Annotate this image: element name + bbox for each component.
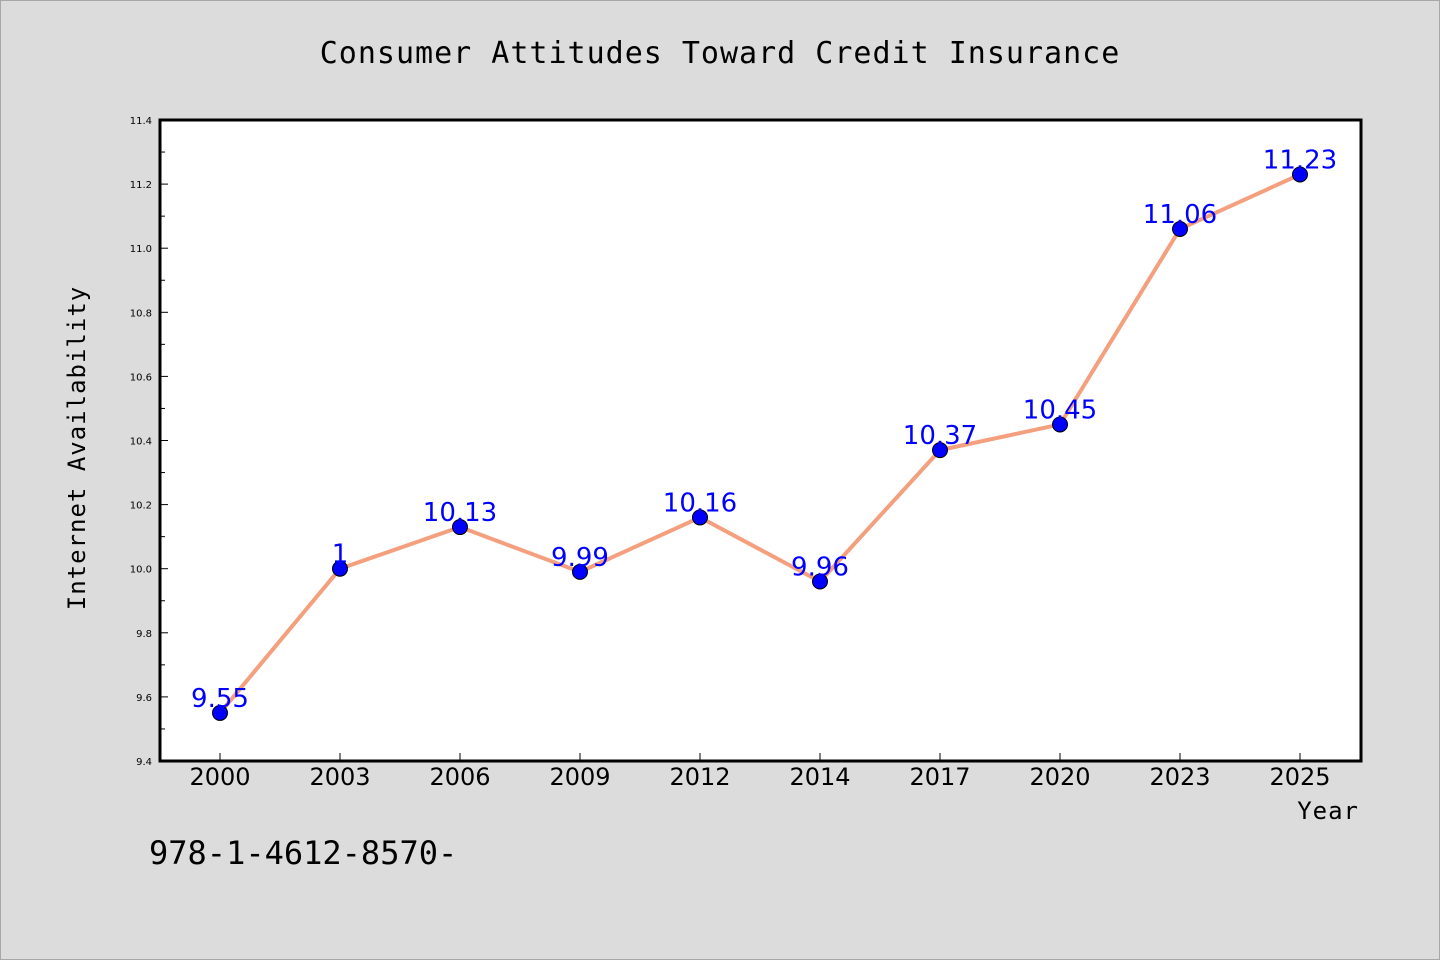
x-tick-label: 2017 bbox=[909, 763, 970, 791]
series-layer: 9.55 1 10.13 9.99 10.16 9.96 10.37 10.45 11.06 11… bbox=[191, 145, 1337, 721]
data-point-label: 9.96 bbox=[791, 553, 849, 583]
x-tick-label: 2012 bbox=[669, 763, 730, 791]
y-tick-label: 11.0 bbox=[130, 244, 152, 255]
data-point-marker bbox=[1172, 220, 1188, 237]
x-tick-label: 2000 bbox=[189, 763, 250, 791]
y-axis: 9.4 9.6 9.8 10.0 10.2 10.4 10.6 10.8 11.0 11.2 11.… bbox=[130, 116, 168, 768]
data-point-marker bbox=[332, 560, 348, 577]
x-tick-label: 2003 bbox=[309, 763, 370, 791]
chart-title: Consumer Attitudes Toward Credit Insuran… bbox=[320, 36, 1121, 71]
data-point-label: 10.13 bbox=[423, 498, 497, 528]
y-tick-label: 10.4 bbox=[130, 437, 152, 448]
data-point-marker bbox=[932, 442, 948, 459]
data-point-marker bbox=[212, 704, 228, 721]
x-tick-label: 2025 bbox=[1269, 763, 1330, 791]
data-point-label: 9.55 bbox=[191, 684, 249, 714]
data-point-label: 1 bbox=[332, 540, 349, 570]
data-point-marker bbox=[812, 573, 828, 590]
x-tick-label: 2020 bbox=[1029, 763, 1090, 791]
x-tick-label: 2006 bbox=[429, 763, 490, 791]
y-axis-label: Internet Availability bbox=[63, 286, 91, 610]
data-point-marker bbox=[452, 519, 468, 536]
data-point-label: 11.06 bbox=[1143, 200, 1217, 230]
y-tick-label: 9.4 bbox=[136, 757, 152, 768]
data-point-marker bbox=[572, 563, 588, 580]
series-line bbox=[218, 172, 1301, 715]
data-point-label: 9.99 bbox=[551, 543, 609, 573]
data-point-label: 10.37 bbox=[903, 421, 977, 451]
data-point-label: 10.45 bbox=[1023, 395, 1097, 425]
y-tick-label: 10.6 bbox=[130, 372, 152, 383]
y-tick-label: 10.2 bbox=[130, 501, 152, 512]
data-point-label: 10.16 bbox=[663, 488, 737, 518]
plot-area bbox=[158, 118, 1363, 763]
x-axis: 2000 2003 2006 2009 2012 2014 2017 2020 2023 2025 bbox=[189, 753, 1331, 791]
data-point-marker bbox=[1292, 166, 1308, 183]
y-tick-label: 10.8 bbox=[130, 308, 152, 319]
y-tick-label: 10.0 bbox=[130, 565, 152, 576]
x-tick-label: 2009 bbox=[549, 763, 610, 791]
x-axis-label: Year bbox=[1297, 797, 1359, 825]
data-point-marker bbox=[692, 509, 708, 526]
x-tick-label: 2014 bbox=[789, 763, 850, 791]
data-point-label: 11.23 bbox=[1263, 145, 1337, 175]
y-tick-label: 11.2 bbox=[130, 180, 152, 191]
y-tick-label: 9.8 bbox=[136, 629, 152, 640]
data-point-marker bbox=[1052, 416, 1068, 433]
isbn-footnote: 978-1-4612-8570- bbox=[149, 834, 457, 872]
y-tick-label: 11.4 bbox=[130, 116, 152, 127]
y-tick-label: 9.6 bbox=[136, 693, 152, 704]
x-tick-label: 2023 bbox=[1149, 763, 1210, 791]
